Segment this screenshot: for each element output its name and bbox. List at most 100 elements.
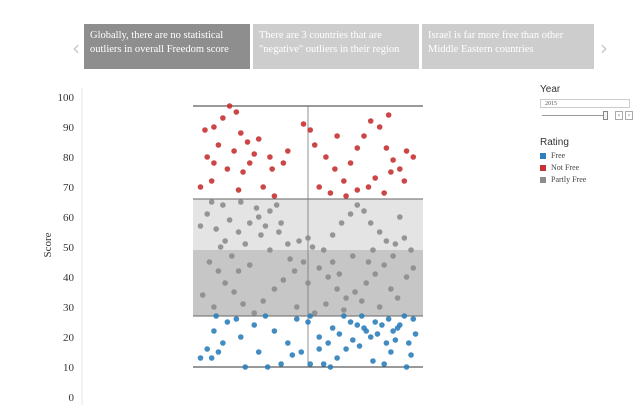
slider-thumb[interactable] [602, 111, 608, 120]
y-tick-label: 60 [63, 212, 75, 224]
data-point-free [350, 337, 356, 343]
data-point-free [343, 346, 349, 352]
data-point-not-free [383, 145, 390, 151]
data-point-free [238, 334, 244, 340]
data-point-free [329, 325, 336, 331]
data-point-partly-free [305, 280, 311, 286]
data-point-free [403, 364, 410, 370]
data-point-not-free [372, 175, 379, 181]
data-point-partly-free [381, 262, 387, 268]
story-point-2[interactable]: There are 3 countries that are "negative… [253, 24, 419, 69]
data-point-partly-free [211, 304, 217, 310]
data-point-not-free [231, 148, 237, 154]
data-point-not-free [235, 187, 242, 193]
data-point-partly-free [278, 220, 284, 226]
year-slider[interactable]: ‹ › [540, 111, 636, 121]
data-point-partly-free [311, 310, 318, 316]
data-point-not-free [316, 184, 323, 190]
legend-item-free[interactable]: Free [540, 151, 640, 160]
data-point-partly-free [291, 268, 298, 274]
y-tick-label: 70 [63, 182, 75, 194]
data-point-free [285, 340, 291, 346]
rating-legend: Rating Free Not Free Partly Free [540, 137, 640, 184]
story-point-3[interactable]: Israel is far more free than other Middl… [422, 24, 594, 69]
data-point-not-free [271, 193, 278, 199]
data-point-partly-free [222, 238, 228, 244]
y-tick-label: 20 [63, 332, 75, 344]
data-point-free [204, 346, 210, 352]
data-point-not-free [354, 145, 361, 151]
data-point-free [298, 349, 305, 355]
data-point-not-free [388, 169, 394, 175]
data-point-free [305, 319, 311, 325]
data-point-free [356, 343, 363, 349]
data-point-partly-free [397, 214, 403, 220]
data-point-free [264, 364, 271, 370]
data-point-free [394, 325, 401, 331]
y-tick-label: 50 [63, 242, 75, 254]
data-point-not-free [280, 160, 287, 166]
data-point-partly-free [352, 289, 358, 295]
data-point-partly-free [199, 292, 206, 298]
data-point-free [334, 355, 340, 361]
data-point-not-free [251, 151, 258, 157]
data-point-partly-free [336, 271, 343, 277]
data-point-partly-free [376, 304, 383, 310]
data-point-partly-free [296, 238, 302, 244]
data-point-not-free [347, 160, 354, 166]
story-point-1[interactable]: Globally, there are no statistical outli… [84, 24, 250, 69]
data-point-partly-free [231, 289, 237, 295]
data-point-free [316, 346, 323, 352]
data-point-free [213, 313, 219, 319]
data-point-not-free [208, 178, 215, 184]
data-point-free [383, 340, 390, 346]
prev-story-button[interactable]: ‹ [68, 24, 84, 71]
data-point-free [242, 364, 249, 370]
data-point-free [215, 349, 222, 355]
slider-step-back-button[interactable]: ‹ [615, 111, 623, 120]
data-point-partly-free [376, 229, 383, 235]
data-point-partly-free [372, 271, 379, 277]
data-point-free [278, 361, 284, 367]
data-point-partly-free [222, 280, 228, 286]
legend-swatch [540, 164, 546, 171]
data-point-not-free [260, 184, 267, 190]
data-point-free [224, 319, 231, 325]
data-point-free [358, 313, 365, 319]
data-point-not-free [267, 154, 273, 160]
data-point-free [294, 316, 300, 322]
data-point-not-free [410, 154, 417, 160]
y-tick-label: 10 [63, 362, 75, 374]
data-point-not-free [255, 136, 262, 142]
data-point-partly-free [217, 244, 224, 250]
data-point-partly-free [367, 220, 374, 226]
year-value-field[interactable]: 2015 [540, 99, 630, 108]
data-point-not-free [327, 190, 334, 196]
slider-step-forward-button[interactable]: › [625, 111, 633, 120]
year-filter-title: Year [540, 84, 561, 95]
data-point-not-free [361, 133, 367, 139]
legend-item-partly-free[interactable]: Partly Free [540, 175, 640, 184]
next-story-button[interactable]: › [596, 24, 612, 71]
data-point-not-free [354, 187, 361, 193]
data-point-partly-free [251, 310, 258, 316]
legend-item-not-free[interactable]: Not Free [540, 163, 640, 172]
data-point-partly-free [392, 241, 399, 247]
data-point-free [220, 340, 226, 346]
y-tick-label: 90 [63, 122, 75, 134]
data-point-free [372, 319, 379, 325]
data-point-not-free [381, 190, 387, 196]
data-point-partly-free [267, 247, 273, 253]
chevron-right-icon: › [600, 35, 608, 60]
data-point-not-free [211, 124, 217, 130]
data-point-partly-free [255, 214, 262, 220]
data-point-partly-free [267, 208, 273, 214]
data-point-not-free [334, 133, 340, 139]
data-point-not-free [390, 157, 396, 163]
data-point-partly-free [320, 247, 327, 253]
data-point-free [374, 331, 381, 337]
data-point-free [325, 340, 331, 346]
y-tick-label: 30 [63, 302, 75, 314]
data-point-partly-free [388, 286, 394, 292]
data-point-partly-free [260, 298, 267, 304]
